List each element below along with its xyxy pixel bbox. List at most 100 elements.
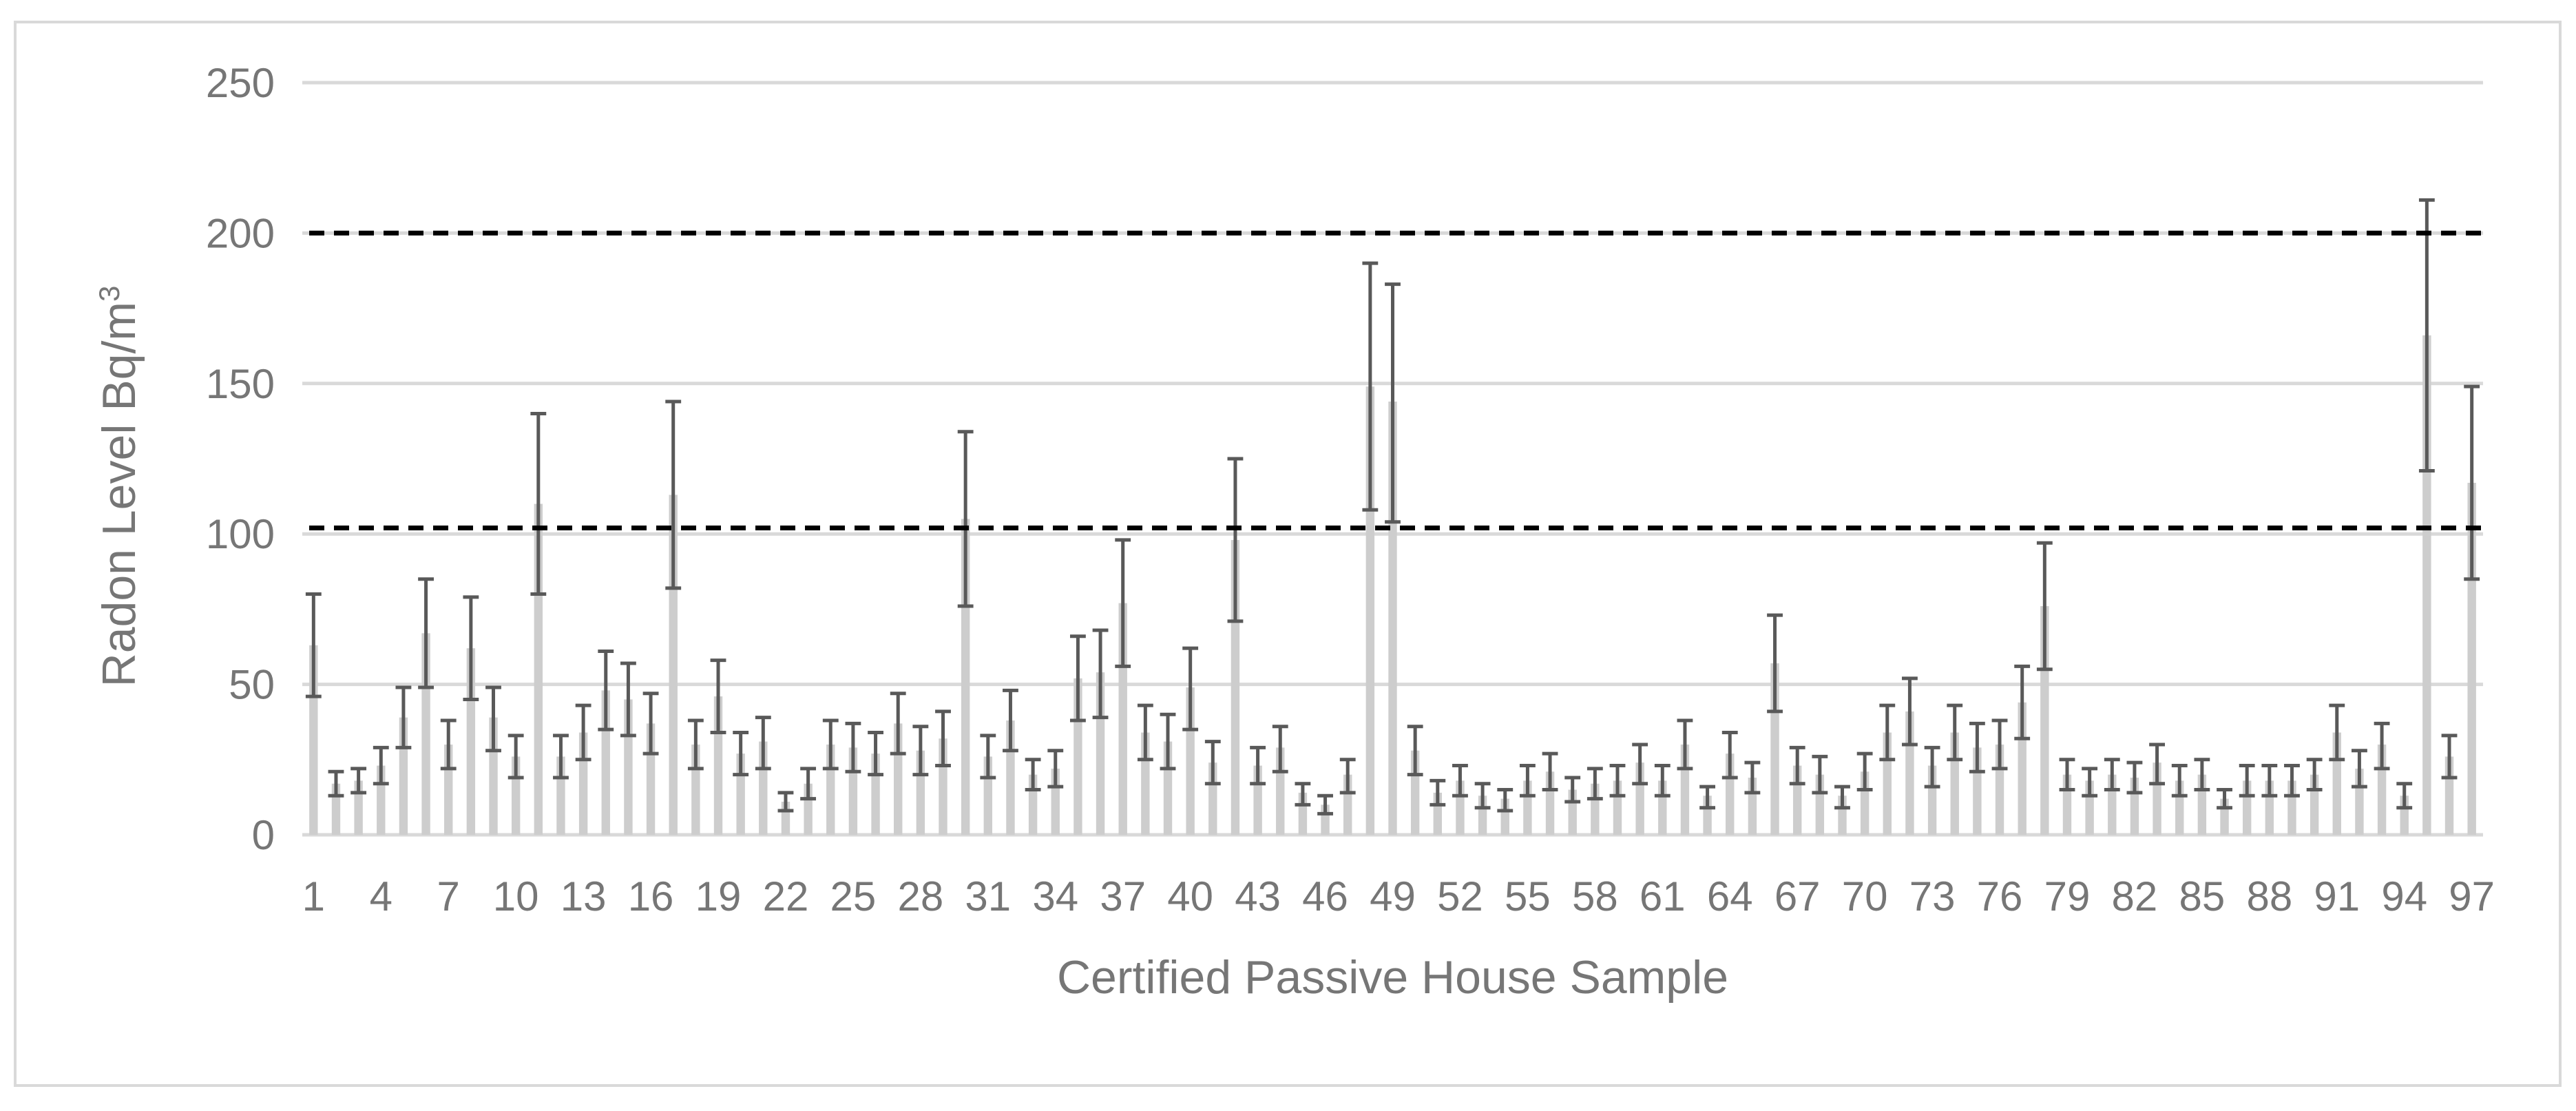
x-tick-label-46: 46 — [1302, 873, 1348, 920]
bar-8 — [466, 648, 476, 835]
bar-23 — [804, 783, 813, 835]
bar-42 — [1231, 539, 1240, 835]
bar-49 — [1388, 402, 1397, 835]
bar-97 — [2467, 482, 2476, 835]
error-bar-68 — [1812, 754, 1828, 795]
radon-bar-chart: 0 50 100 150 200 250 1 4 7 10 13 16 19 22 25 28 31 34 37 4… — [93, 60, 2495, 1004]
error-bar-69 — [1834, 785, 1850, 810]
error-bar-47 — [1339, 758, 1356, 795]
bar-73 — [1927, 765, 1937, 835]
bar-56 — [1545, 771, 1555, 835]
error-bar-38 — [1137, 703, 1153, 762]
error-bar-72 — [1902, 676, 1918, 747]
error-bar-56 — [1542, 751, 1558, 791]
error-bar-97 — [2464, 384, 2480, 581]
error-bar-12 — [553, 734, 569, 780]
error-bar-70 — [1856, 751, 1873, 791]
bar-64 — [1726, 754, 1735, 835]
bar-77 — [2018, 702, 2027, 835]
x-tick-label-25: 25 — [830, 873, 877, 920]
bar-53 — [1478, 796, 1487, 835]
x-tick-labels: 1 4 7 10 13 16 19 22 25 28 31 34 37 40 43 46 49 52 55 58 61 6… — [302, 873, 2495, 920]
error-bar-33 — [1025, 758, 1041, 791]
error-bar-14 — [598, 650, 614, 731]
bar-6 — [421, 633, 430, 835]
bar-78 — [2040, 606, 2049, 835]
error-bar-37 — [1115, 538, 1131, 668]
x-tick-label-61: 61 — [1640, 873, 1686, 920]
x-tick-label-67: 67 — [1774, 873, 1821, 920]
error-bar-42 — [1227, 457, 1244, 623]
error-bar-40 — [1182, 646, 1199, 731]
error-bar-45 — [1295, 782, 1311, 807]
y-tick-label-0: 0 — [252, 812, 275, 858]
bar-83 — [2153, 762, 2161, 835]
x-tick-label-91: 91 — [2314, 873, 2360, 920]
bar-70 — [1860, 771, 1870, 835]
error-bar-50 — [1407, 725, 1423, 777]
x-tick-label-31: 31 — [965, 873, 1011, 920]
error-bar-28 — [912, 725, 929, 777]
bar-1 — [309, 645, 318, 835]
error-bar-39 — [1160, 712, 1176, 771]
bar-36 — [1096, 672, 1105, 835]
error-bar-30 — [957, 430, 974, 608]
x-tick-label-10: 10 — [493, 873, 539, 920]
bar-11 — [534, 503, 543, 835]
error-bar-26 — [868, 730, 883, 777]
x-tick-label-16: 16 — [628, 873, 674, 920]
x-tick-label-52: 52 — [1437, 873, 1483, 920]
x-tick-label-94: 94 — [2381, 873, 2427, 920]
x-tick-label-49: 49 — [1370, 873, 1416, 920]
error-bar-23 — [800, 767, 817, 801]
error-bar-22 — [777, 791, 794, 813]
bar-15 — [624, 699, 633, 835]
error-bar-90 — [2306, 758, 2323, 791]
x-tick-label-88: 88 — [2246, 873, 2292, 920]
error-bar-62 — [1677, 718, 1693, 771]
error-bar-92 — [2352, 749, 2367, 789]
bar-68 — [1815, 774, 1825, 835]
x-tick-label-85: 85 — [2179, 873, 2226, 920]
error-bar-52 — [1452, 764, 1468, 798]
bar-54 — [1500, 798, 1509, 835]
error-bar-86 — [2217, 787, 2232, 810]
y-tick-label-100: 100 — [206, 511, 275, 557]
error-bar-44 — [1272, 725, 1288, 773]
error-bar-95 — [2418, 198, 2435, 473]
x-tick-label-73: 73 — [1909, 873, 1956, 920]
y-axis-title-main: Radon Level Bq/m — [93, 302, 145, 687]
bar-35 — [1074, 678, 1082, 835]
x-tick-label-4: 4 — [370, 873, 392, 920]
y-tick-labels: 0 50 100 150 200 250 — [206, 60, 275, 858]
error-bar-75 — [1969, 721, 1985, 773]
x-tick-label-13: 13 — [561, 873, 607, 920]
error-bar-4 — [373, 745, 389, 786]
bar-16 — [646, 723, 656, 835]
error-bar-65 — [1744, 760, 1761, 795]
bar-47 — [1343, 774, 1352, 835]
error-bar-1 — [305, 592, 322, 698]
x-tick-label-7: 7 — [437, 873, 460, 920]
error-bar-59 — [1609, 764, 1626, 798]
error-bar-5 — [395, 685, 412, 749]
error-bar-82 — [2126, 760, 2143, 795]
x-tick-label-64: 64 — [1707, 873, 1753, 920]
error-bar-93 — [2374, 721, 2390, 771]
bar-48 — [1365, 386, 1375, 835]
bar-41 — [1208, 762, 1217, 835]
bar-66 — [1770, 663, 1779, 835]
y-tick-label-50: 50 — [229, 662, 275, 708]
error-bar-53 — [1474, 782, 1491, 810]
bar-30 — [961, 519, 970, 835]
error-bar-49 — [1385, 282, 1401, 524]
error-bar-2 — [328, 769, 344, 798]
error-bar-24 — [822, 718, 839, 771]
y-axis-title: Radon Level Bq/m3 — [93, 286, 146, 687]
error-bar-87 — [2239, 764, 2255, 798]
error-bar-41 — [1204, 740, 1221, 786]
error-bar-81 — [2104, 758, 2120, 791]
error-bar-34 — [1047, 749, 1064, 789]
x-tick-label-70: 70 — [1842, 873, 1888, 920]
error-bar-85 — [2194, 758, 2210, 791]
